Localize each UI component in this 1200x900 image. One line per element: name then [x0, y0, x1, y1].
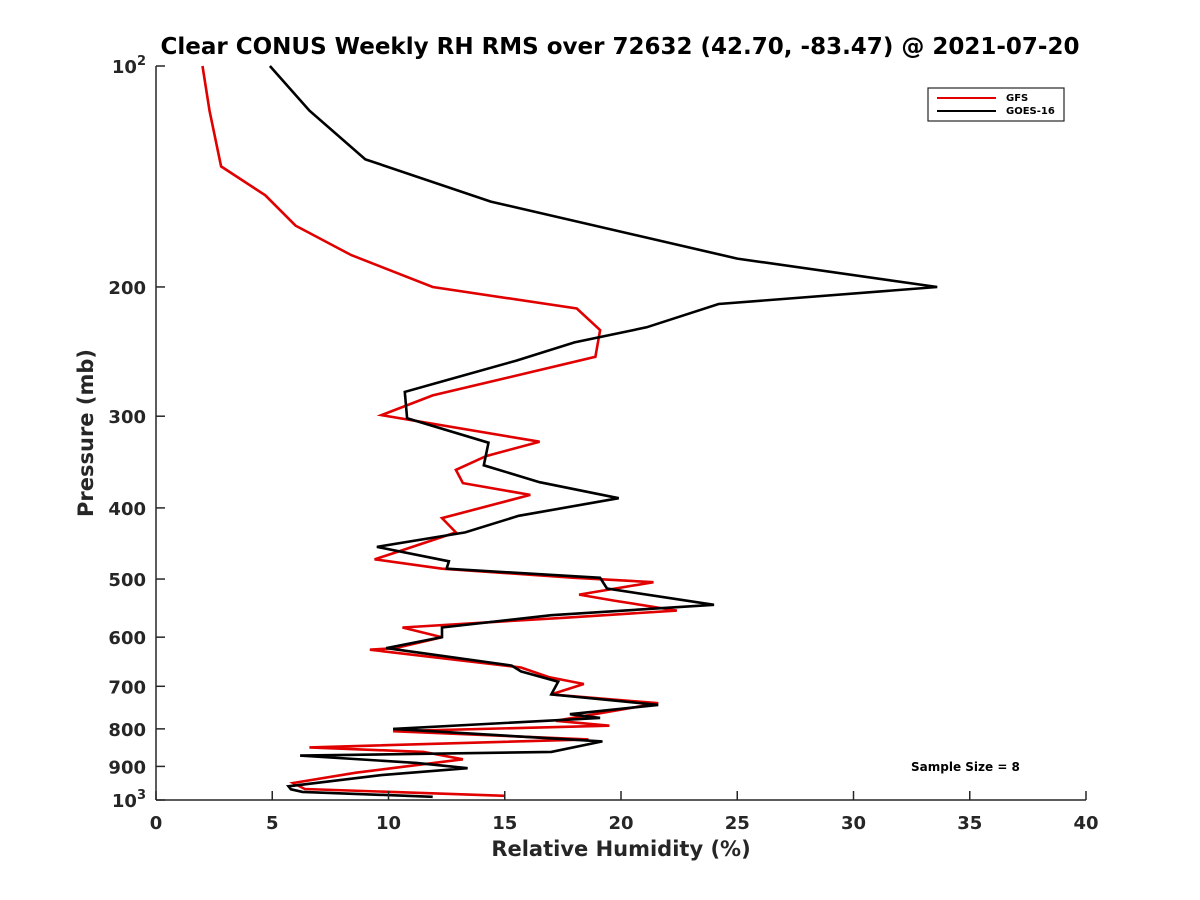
x-axis-label: Relative Humidity (%)	[491, 837, 750, 861]
x-tick-label: 20	[608, 813, 633, 834]
legend-label-gfs: GFS	[1006, 93, 1028, 104]
y-tick-label: 400	[108, 499, 146, 520]
x-tick-label: 15	[492, 813, 517, 834]
chart-title: Clear CONUS Weekly RH RMS over 72632 (42…	[161, 34, 1080, 60]
y-axis-ticks: 102 200 300 400 500 600 700 800 900 103	[108, 54, 165, 812]
legend: GFS GOES-16	[927, 87, 1065, 122]
x-tick-label: 25	[725, 813, 750, 834]
series-line-goes-16	[268, 65, 938, 799]
y-tick-label: 103	[112, 788, 146, 812]
y-tick-label: 300	[108, 407, 146, 428]
series-layer	[201, 65, 938, 799]
y-tick-label: 800	[108, 720, 146, 741]
x-tick-label: 35	[957, 813, 982, 834]
legend-box	[927, 87, 1065, 122]
y-tick-label: 700	[108, 677, 146, 698]
y-tick-label: 600	[108, 628, 146, 649]
y-tick-label: 900	[108, 757, 146, 778]
y-tick-label: 102	[112, 54, 146, 78]
x-tick-label: 0	[150, 813, 163, 834]
legend-label-goes-16: GOES-16	[1006, 106, 1055, 117]
x-axis-ticks: 0 5 10 15 20 25 30 35 40	[150, 791, 1099, 834]
x-tick-label: 30	[841, 813, 866, 834]
plot-area	[156, 66, 1086, 800]
sample-size-annotation: Sample Size = 8	[911, 760, 1020, 774]
y-tick-label: 200	[108, 278, 146, 299]
x-tick-label: 5	[266, 813, 279, 834]
y-tick-label: 500	[108, 570, 146, 591]
x-tick-label: 40	[1073, 813, 1098, 834]
y-axis-label: Pressure (mb)	[74, 349, 98, 517]
x-tick-label: 10	[376, 813, 401, 834]
